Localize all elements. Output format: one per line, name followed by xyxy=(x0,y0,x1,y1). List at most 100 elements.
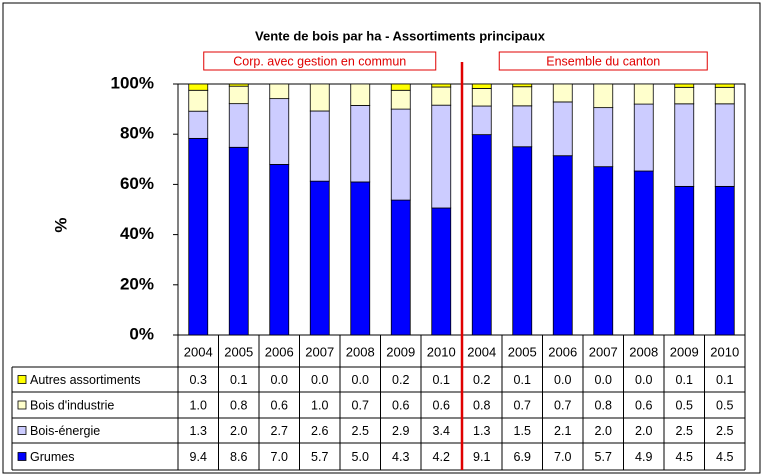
x-tick-label: 2006 xyxy=(548,344,577,359)
x-tick-label: 2006 xyxy=(265,344,294,359)
table-value: 8.6 xyxy=(230,450,247,464)
table-value: 0.7 xyxy=(352,398,369,412)
table-value: 4.3 xyxy=(392,450,409,464)
table-value: 0.1 xyxy=(230,373,247,387)
bar-segment xyxy=(431,83,452,88)
legend-swatch xyxy=(17,452,27,461)
group-label: Ensemble du canton xyxy=(546,54,660,68)
bar-segment xyxy=(633,83,654,105)
bar-segment xyxy=(714,83,735,88)
bar-segment xyxy=(431,207,452,336)
bar-segment xyxy=(593,107,614,168)
x-tick-label: 2009 xyxy=(670,344,699,359)
y-axis-label: % xyxy=(51,217,70,232)
group-label-box xyxy=(203,51,437,71)
bar-segment xyxy=(552,83,573,103)
table-value: 5.7 xyxy=(595,450,612,464)
bar-segment xyxy=(350,105,371,183)
y-tick-label: 0% xyxy=(129,324,154,343)
bar-segment xyxy=(228,85,249,105)
bar-segment xyxy=(390,89,411,110)
table-value: 2.6 xyxy=(311,424,328,438)
bar-segment xyxy=(390,108,411,201)
table-value: 0.6 xyxy=(392,398,409,412)
x-tick-label: 2010 xyxy=(710,344,739,359)
bar-segment xyxy=(633,170,654,336)
table-value: 0.8 xyxy=(473,398,490,412)
table-value: 1.3 xyxy=(473,424,490,438)
x-tick-label: 2010 xyxy=(427,344,456,359)
table-value: 1.0 xyxy=(190,398,207,412)
table-value: 1.5 xyxy=(514,424,531,438)
bar-segment xyxy=(309,180,330,336)
x-tick-label: 2004 xyxy=(467,344,496,359)
y-tick-label: 20% xyxy=(120,274,154,293)
group-label: Corp. avec gestion en commun xyxy=(233,54,406,68)
table-value: 0.6 xyxy=(271,398,288,412)
table-value: 7.0 xyxy=(554,450,571,464)
bar-segment xyxy=(512,146,533,336)
table-value: 2.0 xyxy=(595,424,612,438)
legend-label: Autres assortiments xyxy=(30,373,140,387)
bar-segment xyxy=(512,86,533,107)
table-value: 2.5 xyxy=(676,424,693,438)
table-value: 2.5 xyxy=(716,424,733,438)
bar-segment xyxy=(714,185,735,336)
table-value: 0.0 xyxy=(595,373,612,387)
table-value: 2.0 xyxy=(230,424,247,438)
table-value: 5.0 xyxy=(352,450,369,464)
table-value: 0.2 xyxy=(473,373,490,387)
table-value: 0.1 xyxy=(514,373,531,387)
bar-segment xyxy=(350,181,371,336)
bar-segment xyxy=(269,164,290,336)
x-tick-label: 2005 xyxy=(508,344,537,359)
bar-segment xyxy=(552,155,573,336)
table-value: 0.0 xyxy=(635,373,652,387)
table-value: 3.4 xyxy=(433,424,450,438)
legend-swatch xyxy=(17,400,27,410)
x-tick-label: 2008 xyxy=(629,344,658,359)
table-value: 6.9 xyxy=(514,450,531,464)
bar-segment xyxy=(714,86,735,105)
bar-segment xyxy=(471,105,492,136)
group-label-box xyxy=(498,51,708,71)
bar-segment xyxy=(431,86,452,106)
bar-segment xyxy=(471,134,492,336)
legend-label: Bois d'industrie xyxy=(30,398,114,412)
bar-segment xyxy=(188,137,209,336)
bar-segment xyxy=(390,83,411,91)
x-tick-label: 2009 xyxy=(386,344,415,359)
bar-segment xyxy=(309,110,330,182)
table-value: 0.8 xyxy=(595,398,612,412)
table-value: 2.5 xyxy=(352,424,369,438)
table-value: 0.7 xyxy=(554,398,571,412)
table-value: 2.9 xyxy=(392,424,409,438)
x-tick-label: 2008 xyxy=(346,344,375,359)
table-value: 4.9 xyxy=(635,450,652,464)
bar-segment xyxy=(309,83,330,112)
chart-title: Vente de bois par ha - Assortiments prin… xyxy=(255,28,546,43)
table-value: 4.5 xyxy=(676,450,693,464)
table-value: 0.7 xyxy=(514,398,531,412)
legend-swatch xyxy=(17,375,27,384)
x-tick-label: 2005 xyxy=(224,344,253,359)
table-value: 0.0 xyxy=(271,373,288,387)
table-value: 9.1 xyxy=(473,450,490,464)
x-tick-label: 2007 xyxy=(589,344,618,359)
bar-segment xyxy=(471,83,492,89)
table-value: 0.2 xyxy=(392,373,409,387)
bar-segment xyxy=(431,104,452,209)
x-tick-label: 2004 xyxy=(184,344,213,359)
bar-segment xyxy=(228,83,249,87)
bar-segment xyxy=(512,83,533,88)
bar-segment xyxy=(593,166,614,336)
table-value: 0.0 xyxy=(554,373,571,387)
table-value: 2.0 xyxy=(635,424,652,438)
legend-swatch xyxy=(17,426,27,435)
table-value: 0.1 xyxy=(716,373,733,387)
bar-segment xyxy=(350,83,371,106)
bar-segment xyxy=(188,110,209,139)
y-tick-label: 100% xyxy=(111,73,154,92)
y-tick-label: 40% xyxy=(120,224,154,243)
